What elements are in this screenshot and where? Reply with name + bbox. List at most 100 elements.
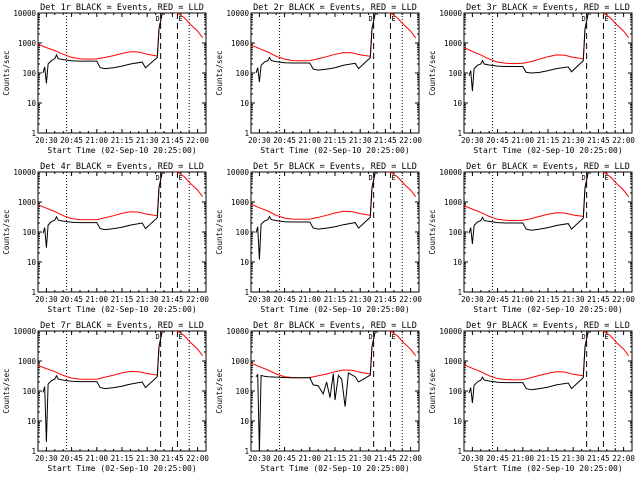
x-tick-label: 22:00 — [186, 136, 209, 145]
x-tick-label: 21:45 — [587, 295, 610, 304]
y-tick-label: 10000 — [439, 9, 462, 18]
event-annotation: E — [178, 333, 182, 341]
series-group — [38, 331, 203, 443]
y-tick-label: 10 — [240, 258, 250, 267]
x-axis-label: Start Time (02-Sep-10 20:25:00) — [47, 146, 196, 155]
x-axis-label: Start Time (02-Sep-10 20:25:00) — [260, 305, 409, 314]
y-tick-label: 1 — [457, 447, 462, 456]
detector-panel-4: Det 4r BLACK = Events, RED = LLD 1 10 100 10… — [2, 162, 209, 314]
x-tick-label: 21:45 — [587, 454, 610, 463]
x-tick-label: 20:30 — [35, 136, 58, 145]
x-tick-label: 20:45 — [60, 295, 83, 304]
x-tick-label: 21:30 — [349, 454, 372, 463]
lld-series-line — [251, 172, 416, 220]
y-tick-label: 100 — [235, 228, 249, 237]
event-annotation: E — [604, 174, 608, 182]
detector-panel-2: Det 2r BLACK = Events, RED = LLD 1 10 100 10… — [215, 3, 422, 155]
x-tick-label: 20:45 — [273, 295, 296, 304]
x-tick-label: 20:30 — [248, 136, 271, 145]
x-tick-label: 20:45 — [60, 136, 83, 145]
y-tick-label: 100 — [235, 387, 249, 396]
x-tick-label: 22:00 — [399, 454, 422, 463]
x-tick-label: 22:00 — [186, 295, 209, 304]
x-axis-label: Start Time (02-Sep-10 20:25:00) — [260, 146, 409, 155]
x-tick-label: 22:00 — [612, 454, 635, 463]
y-axis-label: Counts/sec — [428, 209, 437, 254]
x-axis-label: Start Time (02-Sep-10 20:25:00) — [473, 305, 622, 314]
y-tick-label: 1 — [457, 288, 462, 297]
events-series-line — [468, 13, 601, 92]
y-axis-label: Counts/sec — [2, 50, 11, 95]
event-annotation: D — [369, 174, 373, 182]
event-annotation: D — [582, 174, 586, 182]
y-tick-label: 1000 — [444, 198, 463, 207]
x-tick-label: 20:30 — [35, 454, 58, 463]
x-tick-label: 21:15 — [324, 454, 347, 463]
event-annotation: D — [156, 333, 160, 341]
x-tick-label: 21:00 — [86, 295, 109, 304]
lld-series-line — [38, 331, 203, 380]
x-axis-label: Start Time (02-Sep-10 20:25:00) — [47, 464, 196, 473]
x-tick-label: 22:00 — [399, 295, 422, 304]
x-tick-label: 21:45 — [161, 454, 184, 463]
x-tick-label: 21:15 — [324, 295, 347, 304]
x-tick-label: 21:30 — [136, 295, 159, 304]
x-tick-label: 20:30 — [461, 295, 484, 304]
x-tick-label: 20:45 — [486, 295, 509, 304]
detector-panel-1: Det 1r BLACK = Events, RED = LLD 1 10 100 10… — [2, 3, 209, 155]
x-tick-label: 21:30 — [349, 136, 372, 145]
y-tick-label: 10 — [240, 417, 250, 426]
series-group — [251, 13, 416, 83]
y-tick-label: 10 — [27, 99, 37, 108]
event-annotation: D — [582, 333, 586, 341]
x-tick-label: 22:00 — [612, 295, 635, 304]
plot-frame — [463, 12, 633, 134]
event-annotation: D — [156, 15, 160, 23]
lld-series-line — [38, 172, 203, 221]
series-group — [464, 172, 629, 244]
series-group — [251, 331, 416, 451]
x-axis-label: Start Time (02-Sep-10 20:25:00) — [260, 464, 409, 473]
y-tick-label: 10 — [453, 99, 463, 108]
x-tick-label: 21:45 — [587, 136, 610, 145]
x-tick-label: 21:00 — [299, 454, 322, 463]
x-tick-label: 21:00 — [512, 295, 535, 304]
y-tick-label: 1000 — [444, 357, 463, 366]
y-tick-label: 1 — [244, 129, 249, 138]
series-group — [38, 13, 203, 84]
x-tick-label: 20:30 — [461, 136, 484, 145]
x-tick-label: 21:00 — [299, 136, 322, 145]
x-tick-label: 21:15 — [537, 454, 560, 463]
y-axis-label: Counts/sec — [215, 50, 224, 95]
y-tick-label: 1000 — [18, 39, 37, 48]
detector-panel-5: Det 5r BLACK = Events, RED = LLD 1 10 100 10… — [215, 162, 422, 314]
lld-series-line — [464, 331, 629, 381]
y-tick-label: 100 — [22, 69, 36, 78]
x-tick-label: 21:00 — [86, 136, 109, 145]
x-tick-label: 21:15 — [537, 136, 560, 145]
y-tick-label: 10 — [453, 258, 463, 267]
y-axis-label: Counts/sec — [215, 368, 224, 413]
x-tick-label: 20:45 — [486, 454, 509, 463]
plot-title: Det 3r BLACK = Events, RED = LLD — [466, 3, 630, 13]
y-tick-label: 100 — [448, 69, 462, 78]
event-annotation: E — [391, 174, 395, 182]
y-tick-label: 1000 — [231, 357, 250, 366]
event-annotation: D — [369, 333, 373, 341]
events-series-line — [42, 172, 175, 248]
x-tick-label: 21:00 — [86, 454, 109, 463]
events-series-line — [42, 331, 175, 443]
lld-series-line — [38, 13, 203, 60]
x-tick-label: 22:00 — [399, 136, 422, 145]
x-tick-label: 21:45 — [374, 454, 397, 463]
plot-frame — [37, 330, 207, 452]
plot-frame — [250, 171, 420, 293]
events-series-line — [255, 331, 388, 451]
plot-title: Det 6r BLACK = Events, RED = LLD — [466, 162, 630, 172]
event-annotation: E — [178, 174, 182, 182]
y-tick-label: 10000 — [439, 327, 462, 336]
y-tick-label: 100 — [22, 387, 36, 396]
x-tick-label: 20:45 — [273, 136, 296, 145]
y-axis-label: Counts/sec — [428, 368, 437, 413]
